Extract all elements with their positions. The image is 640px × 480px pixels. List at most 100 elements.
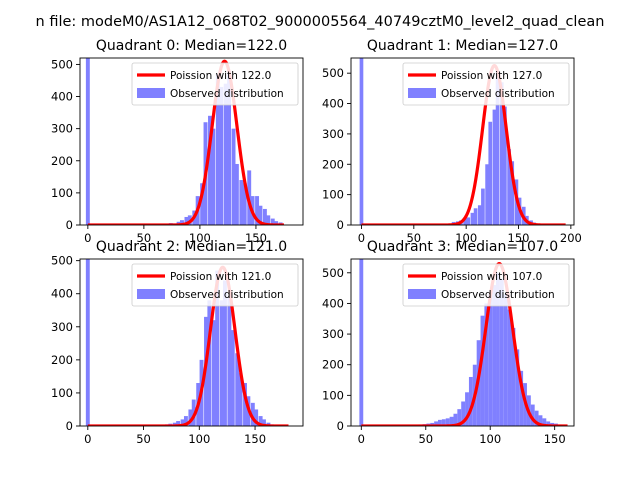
subplot-grid: Quadrant 0: Median=122.0 0 50 100 150 0 100 200… bbox=[51, 38, 582, 446]
axes-frame bbox=[79, 258, 304, 427]
histogram-bar bbox=[488, 294, 493, 426]
legend-label-poisson: Poission with 122.0 bbox=[170, 70, 271, 82]
x-tick-label: 50 bbox=[406, 231, 421, 245]
subplot-title: Quadrant 1: Median=127.0 bbox=[367, 38, 558, 54]
axes-frame bbox=[79, 57, 304, 226]
histogram-bar bbox=[441, 419, 446, 426]
histogram-bar bbox=[208, 115, 212, 225]
y-tick-label: 300 bbox=[51, 320, 73, 334]
histogram-bar bbox=[219, 86, 224, 225]
axes-frame bbox=[350, 258, 575, 427]
x-tick-label: 0 bbox=[84, 231, 91, 245]
legend-box bbox=[402, 263, 570, 307]
figure-suptitle: n file: modeM0/AS1A12_068T02_9000005564_… bbox=[36, 14, 605, 30]
x-tick-label: 150 bbox=[508, 231, 530, 245]
histogram-bar bbox=[274, 221, 279, 225]
x-tick-label: 100 bbox=[188, 432, 210, 446]
legend-label-observed: Observed distribution bbox=[170, 289, 284, 301]
histogram-bar bbox=[188, 409, 193, 426]
x-tick-label: 100 bbox=[455, 231, 477, 245]
histogram-bar bbox=[200, 183, 205, 225]
histogram-bar bbox=[238, 373, 243, 426]
histogram-bar bbox=[468, 376, 473, 426]
histogram-bar bbox=[227, 70, 232, 225]
x-tick-label: 150 bbox=[544, 432, 566, 446]
legend-label-observed: Observed distribution bbox=[441, 88, 555, 100]
y-tick-label: 300 bbox=[51, 122, 73, 136]
histogram-bar bbox=[492, 109, 497, 225]
y-tick-label: 300 bbox=[322, 127, 344, 141]
subplot-title: Quadrant 3: Median=107.0 bbox=[367, 239, 558, 255]
y-tick-label: 100 bbox=[51, 186, 73, 200]
histogram-bar bbox=[470, 212, 475, 225]
subplot-title: Quadrant 0: Median=122.0 bbox=[96, 38, 287, 54]
histogram-bar bbox=[515, 349, 520, 426]
histogram-bar bbox=[499, 82, 504, 225]
histogram-bar bbox=[242, 183, 247, 225]
poisson-fit-line bbox=[86, 265, 290, 426]
histogram-bar bbox=[507, 309, 512, 426]
histogram-bar bbox=[495, 70, 500, 225]
histogram-bar bbox=[262, 208, 267, 225]
histogram-bar bbox=[234, 163, 239, 225]
histogram-bar bbox=[473, 208, 478, 225]
histogram-bar bbox=[254, 409, 259, 426]
y-tick-label: 400 bbox=[322, 296, 344, 310]
histogram-bar bbox=[184, 216, 189, 225]
x-tick-label: 0 bbox=[84, 432, 91, 446]
histogram-bar bbox=[211, 128, 216, 225]
histogram-bar bbox=[465, 392, 469, 426]
y-tick-label: 500 bbox=[322, 266, 344, 280]
y-tick-label: 400 bbox=[51, 90, 73, 104]
x-tick-label: 0 bbox=[358, 231, 365, 245]
x-tick-label: 200 bbox=[560, 231, 582, 245]
histogram-bar bbox=[223, 83, 228, 225]
legend-hist-swatch bbox=[408, 88, 436, 98]
histogram-bar bbox=[499, 278, 504, 426]
poisson-fit-line bbox=[360, 262, 569, 426]
histogram-bar bbox=[85, 259, 90, 426]
histogram-bar bbox=[266, 215, 271, 225]
histogram-bar bbox=[488, 121, 493, 225]
x-tick-label: 150 bbox=[245, 231, 267, 245]
legend-box bbox=[131, 62, 299, 106]
poisson-fit-line bbox=[360, 64, 567, 225]
histogram-bar bbox=[466, 217, 471, 225]
histogram-bar bbox=[457, 409, 462, 426]
legend: Poission with 107.0 Observed distribution bbox=[402, 263, 570, 307]
subplot-quadrant-0: Quadrant 0: Median=122.0 0 50 100 150 0 100 200… bbox=[51, 38, 304, 245]
histogram-bar bbox=[463, 218, 467, 225]
histogram-bar bbox=[542, 418, 547, 426]
plot-area bbox=[359, 259, 569, 426]
histogram-bar bbox=[183, 416, 188, 426]
histogram-bar bbox=[519, 370, 524, 426]
y-tick-label: 0 bbox=[66, 419, 73, 433]
y-tick-label: 500 bbox=[51, 254, 73, 268]
histogram-bar bbox=[215, 270, 220, 426]
histogram-bar bbox=[492, 285, 497, 426]
histogram-bar bbox=[453, 413, 458, 426]
legend-label-poisson: Poission with 127.0 bbox=[441, 70, 542, 82]
histogram-bar bbox=[510, 161, 515, 225]
x-tick-label: 150 bbox=[244, 432, 266, 446]
histogram-bar bbox=[546, 421, 551, 426]
histogram-bar bbox=[255, 196, 260, 225]
subplot-title: Quadrant 2: Median=121.0 bbox=[96, 239, 287, 255]
poisson-fit-line bbox=[86, 59, 286, 225]
histogram-bar bbox=[180, 220, 184, 225]
histogram-bar bbox=[211, 320, 216, 426]
subplot-quadrant-2: Quadrant 2: Median=121.0 0 50 100 150 0 100 200… bbox=[51, 239, 304, 446]
histogram-bar bbox=[258, 205, 263, 225]
histogram-bar bbox=[503, 294, 508, 426]
legend-label-observed: Observed distribution bbox=[441, 289, 555, 301]
histogram-bar bbox=[445, 418, 450, 426]
legend-label-observed: Observed distribution bbox=[170, 88, 284, 100]
x-tick-label: 50 bbox=[136, 432, 151, 446]
x-tick-label: 0 bbox=[358, 432, 365, 446]
histogram-bar bbox=[262, 419, 266, 426]
y-tick-label: 400 bbox=[322, 97, 344, 111]
legend-box bbox=[402, 62, 570, 106]
y-tick-label: 400 bbox=[51, 287, 73, 301]
legend-label-poisson: Poission with 107.0 bbox=[441, 271, 542, 283]
